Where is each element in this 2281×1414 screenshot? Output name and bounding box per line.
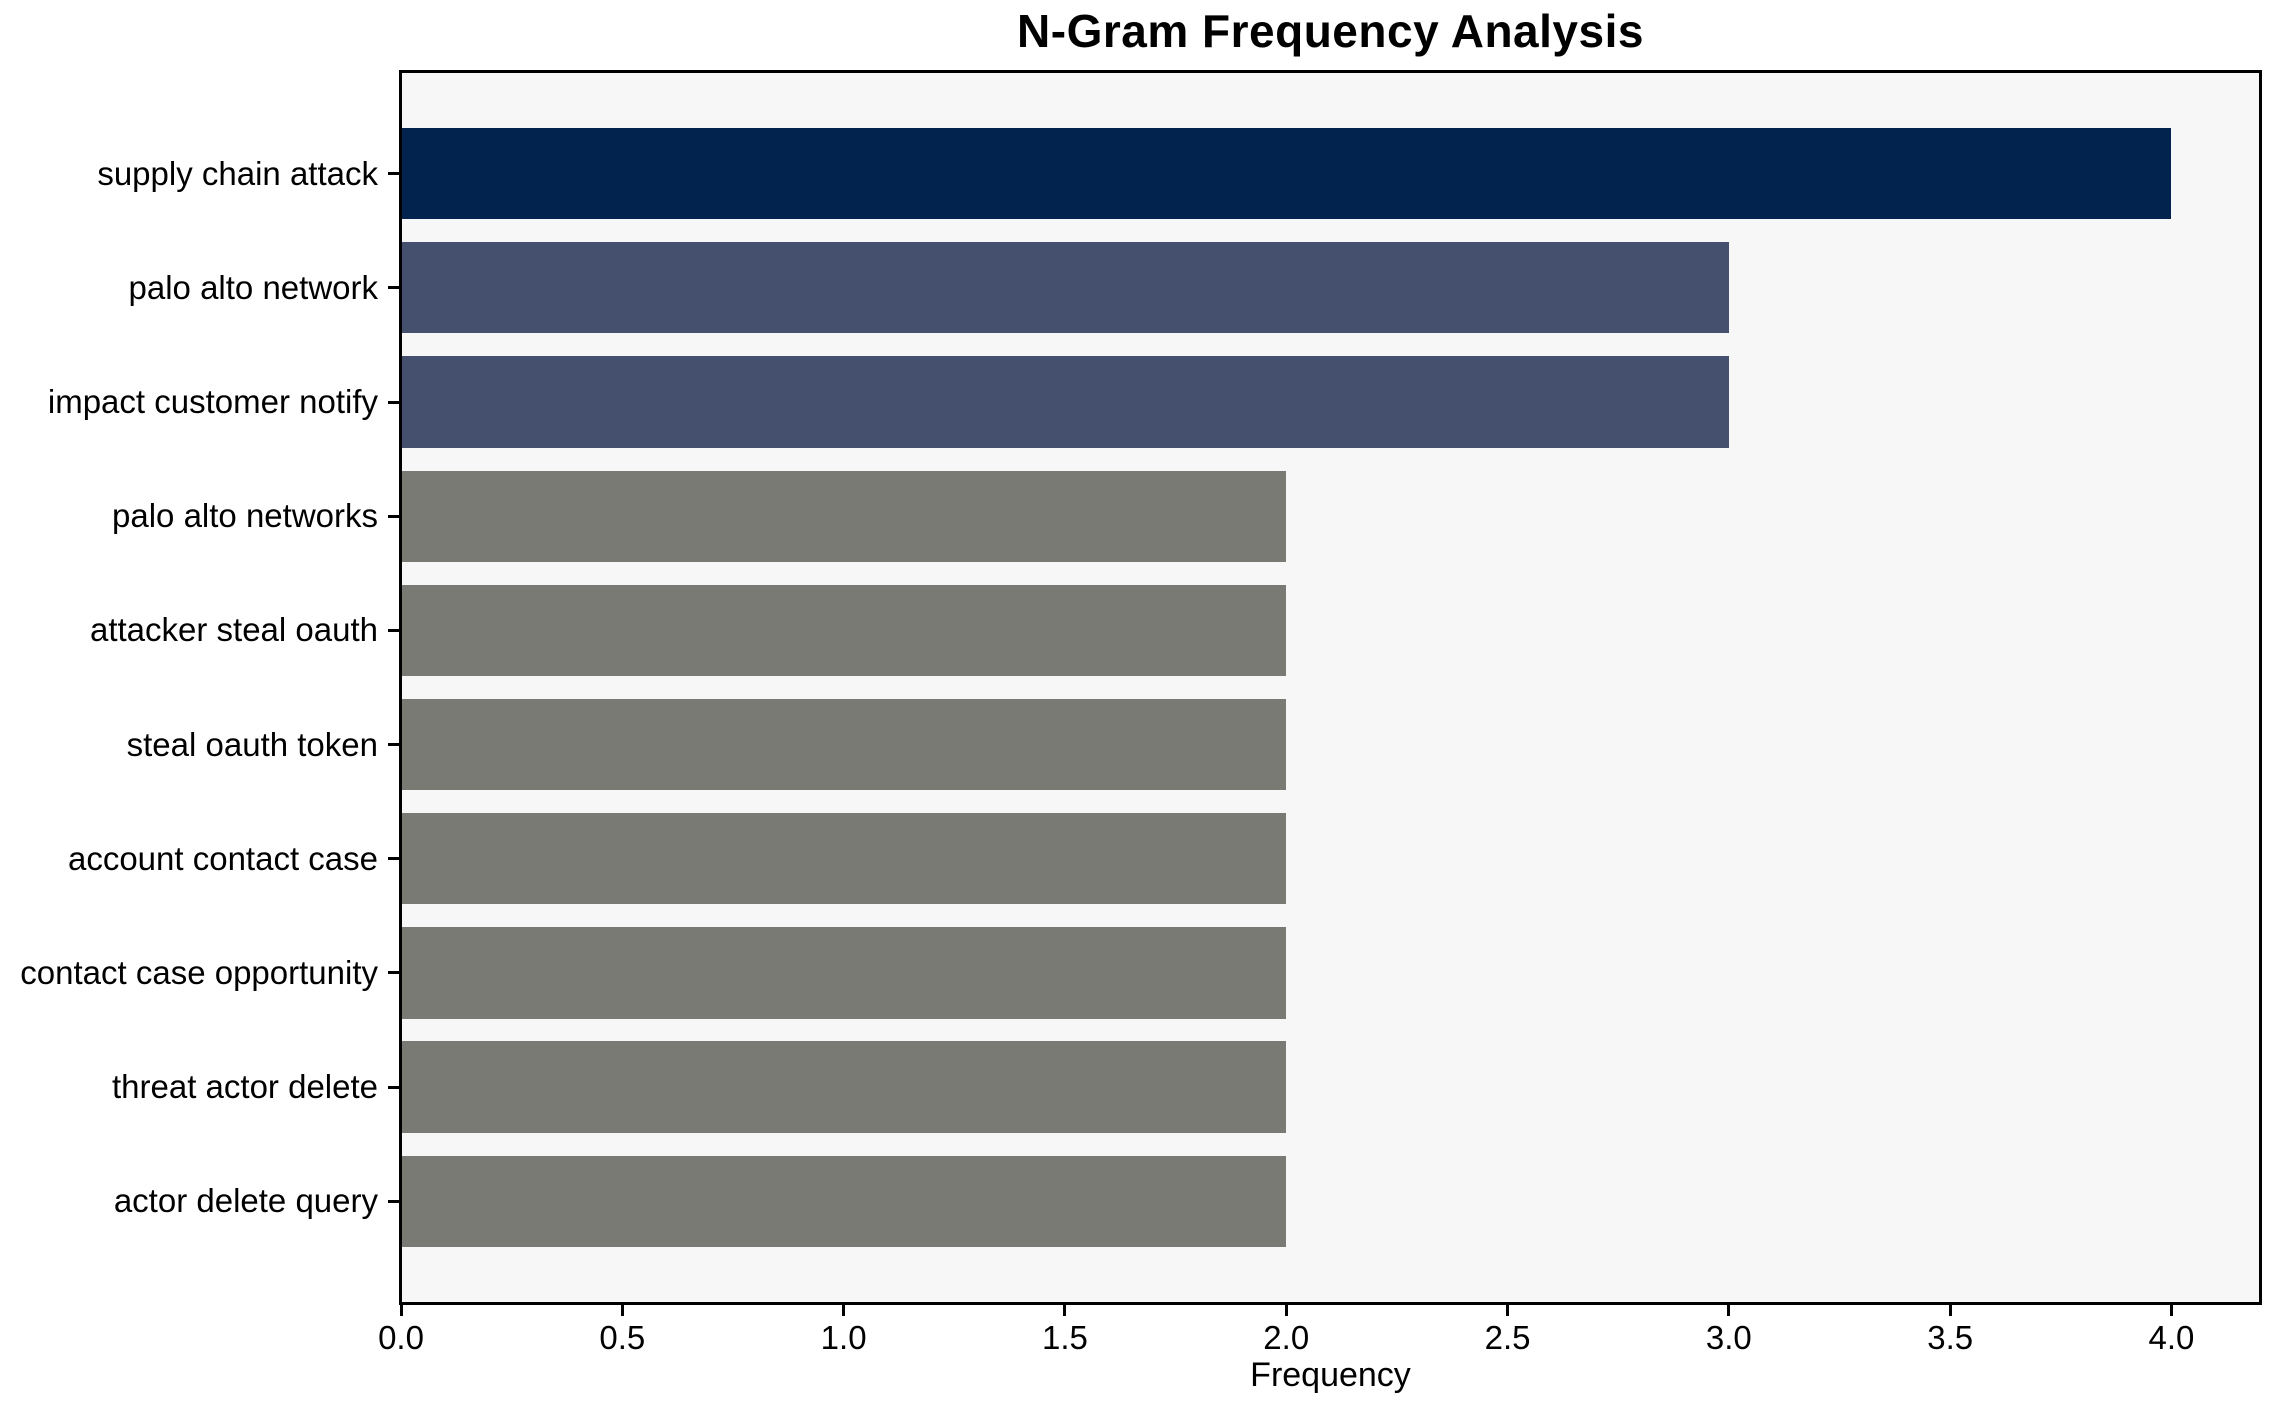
y-tick-mark [388, 400, 401, 404]
y-tick-label: impact customer notify [47, 383, 378, 421]
y-tick-label: palo alto network [128, 268, 378, 306]
y-tick-mark [388, 743, 401, 747]
bar [401, 927, 1287, 1019]
x-tick-label: 2.5 [1484, 1319, 1531, 1356]
y-tick-mark [388, 172, 401, 176]
x-tick-mark [399, 1303, 403, 1316]
x-tick-mark [842, 1303, 846, 1316]
y-tick-label: account contact case [67, 839, 378, 877]
x-axis-label: Frequency [1250, 1356, 1411, 1394]
y-tick-mark [388, 1085, 401, 1089]
bar [401, 698, 1287, 791]
x-tick-mark [1948, 1303, 1952, 1316]
x-tick-mark [1063, 1303, 1067, 1316]
x-tick-label: 0.5 [599, 1319, 646, 1356]
bar [401, 584, 1287, 677]
x-tick-label: 2.0 [1263, 1319, 1310, 1356]
bar [401, 127, 2172, 220]
y-tick-label: steal oauth token [126, 725, 378, 763]
x-tick-mark [2169, 1303, 2173, 1316]
y-tick-label: palo alto networks [112, 497, 378, 535]
x-tick-label: 3.0 [1705, 1319, 1752, 1356]
y-tick-label: supply chain attack [97, 154, 378, 192]
y-tick-label: attacker steal oauth [89, 611, 378, 649]
x-tick-mark [620, 1303, 624, 1316]
x-tick-label: 1.5 [1041, 1319, 1088, 1356]
y-tick-label: actor delete query [113, 1182, 378, 1220]
x-tick-label: 1.0 [820, 1319, 867, 1356]
y-tick-mark [388, 857, 401, 861]
x-tick-label: 4.0 [2148, 1319, 2195, 1356]
x-tick-mark [1506, 1303, 1510, 1316]
x-tick-mark [1284, 1303, 1288, 1316]
y-tick-label: contact case opportunity [20, 953, 378, 991]
x-tick-mark [1727, 1303, 1731, 1316]
x-tick-label: 3.5 [1927, 1319, 1974, 1356]
bar [401, 242, 1729, 334]
y-tick-mark [388, 971, 401, 975]
y-tick-label: threat actor delete [112, 1068, 378, 1106]
y-tick-mark [388, 514, 401, 518]
bar [401, 470, 1287, 562]
bar [401, 1041, 1287, 1133]
bar [401, 813, 1287, 905]
bar [401, 356, 1729, 448]
y-tick-mark [388, 628, 401, 632]
plot-area [399, 70, 2262, 1305]
y-tick-mark [388, 286, 401, 290]
bar [401, 1155, 1287, 1248]
chart-title: N-Gram Frequency Analysis [1017, 5, 1644, 57]
x-tick-label: 0.0 [378, 1319, 424, 1356]
y-tick-mark [388, 1199, 401, 1203]
